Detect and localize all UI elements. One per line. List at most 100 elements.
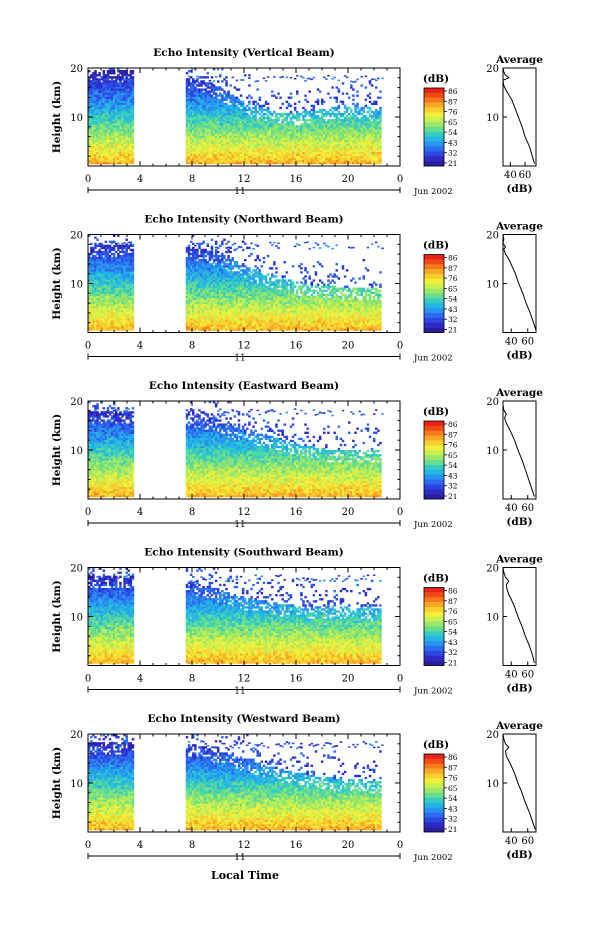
heatmap-cell bbox=[192, 157, 195, 161]
heatmap-cell bbox=[125, 137, 128, 140]
heatmap-cell bbox=[216, 98, 220, 101]
heatmap-cell bbox=[112, 110, 116, 114]
heatmap-cell bbox=[88, 108, 91, 112]
heatmap-cell bbox=[123, 263, 126, 266]
heatmap-cell bbox=[104, 244, 108, 248]
heatmap-cell bbox=[304, 121, 307, 124]
heatmap-cell bbox=[206, 133, 210, 136]
heatmap-cell bbox=[202, 147, 205, 150]
heatmap-cell bbox=[312, 131, 316, 134]
heatmap-cell bbox=[266, 110, 270, 114]
heatmap-cell bbox=[372, 143, 376, 146]
heatmap-cell bbox=[115, 135, 118, 138]
heatmap-cell bbox=[102, 135, 106, 138]
heatmap-cell bbox=[372, 133, 376, 136]
heatmap-cell bbox=[104, 320, 108, 323]
heatmap-cell bbox=[94, 324, 97, 327]
heatmap-cell bbox=[98, 316, 101, 319]
heatmap-cell bbox=[214, 137, 218, 140]
heatmap-cell bbox=[185, 320, 189, 323]
heatmap-cell bbox=[100, 86, 103, 89]
heatmap-cell bbox=[221, 110, 224, 114]
heatmap-cell bbox=[266, 114, 270, 118]
heatmap-cell bbox=[98, 74, 101, 77]
heatmap-cell bbox=[106, 291, 110, 295]
heatmap-cell bbox=[115, 137, 118, 140]
heatmap-cell bbox=[112, 314, 116, 317]
heatmap-cell bbox=[214, 119, 218, 122]
heatmap-cell bbox=[229, 110, 232, 114]
heatmap-cell bbox=[335, 153, 338, 157]
heatmap-cell bbox=[129, 84, 133, 87]
heatmap-cell bbox=[90, 263, 93, 266]
heatmap-cell bbox=[187, 310, 191, 313]
heatmap-cell bbox=[352, 127, 355, 130]
heatmap-cell bbox=[196, 110, 199, 114]
heatmap-cell bbox=[117, 112, 120, 116]
heatmap-cell bbox=[354, 110, 357, 114]
heatmap-cell bbox=[123, 303, 126, 307]
heatmap-cell bbox=[185, 84, 189, 87]
heatmap-cell bbox=[129, 308, 133, 311]
heatmap-cell bbox=[368, 119, 372, 122]
heatmap-cell bbox=[121, 254, 124, 258]
heatmap-cell bbox=[268, 110, 272, 114]
heatmap-cell bbox=[227, 139, 230, 142]
heatmap-cell bbox=[379, 131, 382, 134]
heatmap-cell bbox=[90, 320, 93, 323]
heatmap-cell bbox=[198, 92, 201, 95]
heatmap-cell bbox=[327, 74, 330, 77]
heatmap-cell bbox=[204, 119, 207, 122]
heatmap-cell bbox=[219, 104, 222, 108]
heatmap-cell bbox=[375, 137, 378, 140]
heatmap-cell bbox=[88, 281, 91, 284]
heatmap-cell bbox=[356, 112, 359, 116]
heatmap-cell bbox=[100, 135, 103, 138]
heatmap-cell bbox=[206, 112, 210, 116]
heatmap-cell bbox=[248, 106, 251, 110]
heatmap-cell bbox=[231, 129, 234, 132]
heatmap-cell bbox=[98, 80, 101, 83]
heatmap-cell bbox=[368, 125, 372, 128]
heatmap-cell bbox=[189, 139, 193, 142]
heatmap-cell bbox=[115, 102, 118, 106]
heatmap-cell bbox=[96, 135, 99, 138]
heatmap-cell bbox=[131, 293, 135, 297]
heatmap-cell bbox=[206, 123, 210, 126]
heatmap-cell bbox=[352, 112, 355, 116]
heatmap-cell bbox=[131, 123, 135, 126]
heatmap-cell bbox=[189, 92, 193, 95]
heatmap-cell bbox=[117, 275, 120, 278]
heatmap-cell bbox=[331, 121, 334, 124]
heatmap-cell bbox=[106, 263, 110, 266]
heatmap-cell bbox=[368, 151, 372, 155]
heatmap-cell bbox=[121, 312, 124, 315]
heatmap-cell bbox=[331, 129, 334, 132]
heatmap-cell bbox=[283, 141, 286, 144]
heatmap-cell bbox=[196, 88, 199, 91]
heatmap-cell bbox=[200, 145, 203, 148]
heatmap-cell bbox=[312, 112, 316, 116]
heatmap-cell bbox=[131, 155, 135, 159]
heatmap-cell bbox=[279, 131, 282, 134]
heatmap-cell bbox=[360, 127, 363, 130]
heatmap-cell bbox=[377, 153, 380, 157]
heatmap-cell bbox=[250, 127, 253, 130]
heatmap-cell bbox=[379, 159, 382, 163]
heatmap-cell bbox=[214, 145, 218, 148]
heatmap-cell bbox=[90, 308, 93, 311]
heatmap-cell bbox=[275, 161, 278, 165]
heatmap-cell bbox=[281, 137, 284, 140]
heatmap-cell bbox=[327, 161, 330, 165]
heatmap-cell bbox=[96, 250, 99, 254]
heatmap-cell bbox=[337, 119, 341, 122]
heatmap-cell bbox=[291, 117, 295, 120]
heatmap-cell bbox=[125, 110, 128, 114]
heatmap-cell bbox=[185, 96, 189, 99]
heatmap-cell bbox=[102, 263, 106, 266]
heatmap-cell bbox=[302, 114, 305, 118]
heatmap-cell bbox=[327, 139, 330, 142]
heatmap-cell bbox=[316, 137, 320, 140]
heatmap-cell bbox=[123, 70, 126, 73]
heatmap-cell bbox=[96, 82, 99, 85]
